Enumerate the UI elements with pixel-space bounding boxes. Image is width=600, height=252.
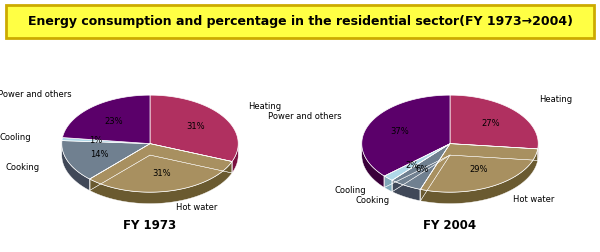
Text: Cooling: Cooling <box>0 133 31 142</box>
Text: 31%: 31% <box>186 122 205 131</box>
Polygon shape <box>392 180 421 201</box>
Text: 37%: 37% <box>391 127 409 136</box>
Polygon shape <box>385 176 392 192</box>
Text: 1%: 1% <box>89 136 102 145</box>
Polygon shape <box>362 145 385 187</box>
Polygon shape <box>232 145 238 173</box>
Text: FY 1973: FY 1973 <box>124 219 176 232</box>
Polygon shape <box>89 162 232 204</box>
Text: Heating: Heating <box>539 96 572 104</box>
Text: Cooling: Cooling <box>335 186 367 195</box>
Polygon shape <box>62 95 150 144</box>
Polygon shape <box>62 141 150 179</box>
Polygon shape <box>385 144 450 180</box>
Text: FY 2004: FY 2004 <box>424 219 476 232</box>
Text: 14%: 14% <box>90 150 109 159</box>
Text: 23%: 23% <box>104 117 123 125</box>
Text: 29%: 29% <box>470 165 488 174</box>
Text: Power and others: Power and others <box>268 112 341 121</box>
Polygon shape <box>392 144 450 189</box>
Text: Power and others: Power and others <box>0 90 71 99</box>
Polygon shape <box>150 95 238 162</box>
Polygon shape <box>421 144 538 192</box>
Text: Cooking: Cooking <box>356 196 390 205</box>
Text: 27%: 27% <box>481 119 500 128</box>
FancyBboxPatch shape <box>6 5 594 38</box>
Text: 6%: 6% <box>416 165 429 174</box>
Text: Cooking: Cooking <box>5 163 39 172</box>
Polygon shape <box>89 144 232 192</box>
Text: Hot water: Hot water <box>176 203 217 212</box>
Text: 31%: 31% <box>152 169 171 177</box>
Text: Hot water: Hot water <box>513 195 554 204</box>
Polygon shape <box>62 144 89 191</box>
Polygon shape <box>421 149 538 204</box>
Text: 2%: 2% <box>405 161 418 170</box>
Polygon shape <box>450 95 538 149</box>
Text: Energy consumption and percentage in the residential sector(FY 1973→2004): Energy consumption and percentage in the… <box>28 15 572 28</box>
Polygon shape <box>362 95 450 176</box>
Text: Heating: Heating <box>248 102 281 111</box>
Polygon shape <box>62 138 150 144</box>
